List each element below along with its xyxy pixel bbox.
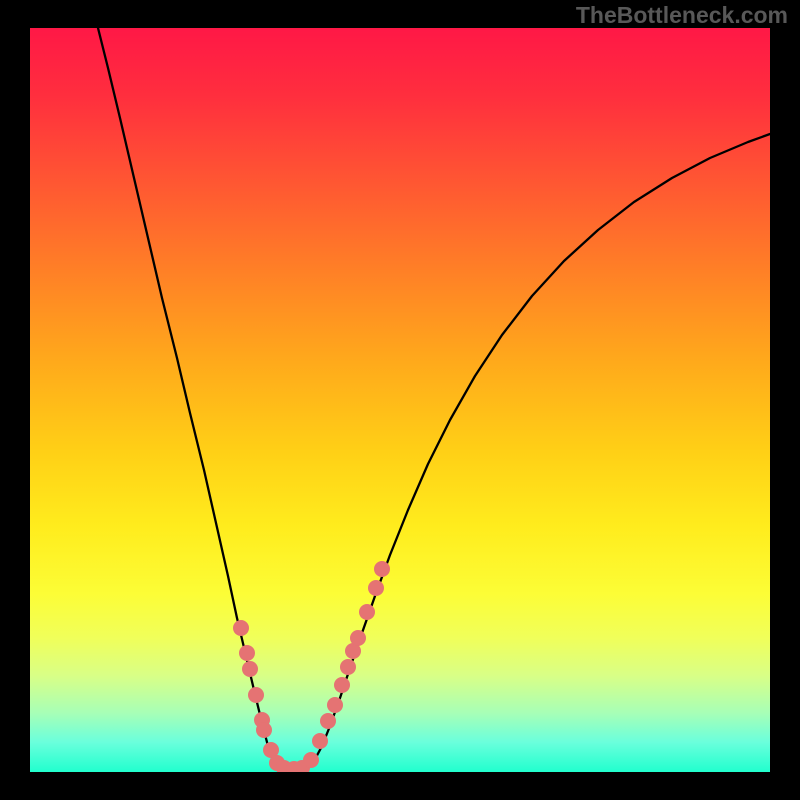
- data-dot: [350, 630, 366, 646]
- data-dot: [320, 713, 336, 729]
- plot-area: [30, 28, 770, 772]
- gradient-background: [30, 28, 770, 772]
- data-dot: [374, 561, 390, 577]
- data-dot: [327, 697, 343, 713]
- data-dot: [248, 687, 264, 703]
- data-dot: [340, 659, 356, 675]
- data-dot: [312, 733, 328, 749]
- plot-svg: [30, 28, 770, 772]
- data-dot: [242, 661, 258, 677]
- data-dot: [233, 620, 249, 636]
- chart-root: { "watermark": { "text": "TheBottleneck.…: [0, 0, 800, 800]
- data-dot: [256, 722, 272, 738]
- data-dot: [334, 677, 350, 693]
- data-dot: [368, 580, 384, 596]
- data-dot: [239, 645, 255, 661]
- data-dot: [303, 752, 319, 768]
- data-dot: [359, 604, 375, 620]
- watermark-text: TheBottleneck.com: [576, 2, 788, 29]
